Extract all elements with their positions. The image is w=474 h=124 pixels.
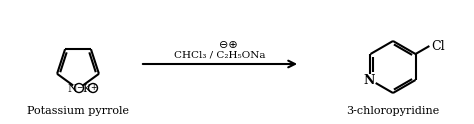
Text: CHCl₃ / C₂H₅ONa: CHCl₃ / C₂H₅ONa [174,50,266,59]
Text: N: N [67,84,77,94]
Text: +: + [90,83,96,93]
Text: 3-chloropyridine: 3-chloropyridine [346,106,439,116]
Text: ⊖⊕: ⊖⊕ [219,40,237,50]
Text: N: N [364,74,375,87]
Text: −: − [76,83,82,93]
Text: Potassium pyrrole: Potassium pyrrole [27,106,129,116]
Text: K: K [83,84,91,94]
Text: Cl: Cl [431,40,445,52]
